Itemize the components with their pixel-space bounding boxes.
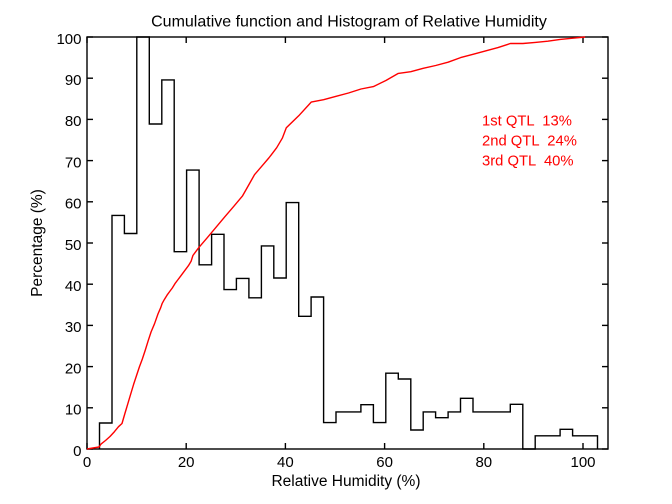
svg-text:60: 60 bbox=[65, 196, 82, 213]
svg-text:Percentage (%): Percentage (%) bbox=[29, 189, 46, 297]
svg-text:80: 80 bbox=[65, 113, 82, 130]
svg-text:20: 20 bbox=[178, 454, 195, 471]
svg-text:90: 90 bbox=[65, 72, 82, 89]
svg-text:2nd QTL 24%: 2nd QTL 24% bbox=[482, 134, 577, 150]
svg-text:60: 60 bbox=[376, 454, 393, 471]
svg-text:100: 100 bbox=[570, 454, 595, 471]
svg-text:Relative Humidity (%): Relative Humidity (%) bbox=[271, 473, 420, 490]
svg-text:50: 50 bbox=[65, 237, 82, 254]
svg-text:30: 30 bbox=[65, 319, 82, 336]
svg-text:3rd QTL 40%: 3rd QTL 40% bbox=[482, 154, 574, 170]
svg-text:Cumulative function and Histog: Cumulative function and Histogram of Rel… bbox=[151, 13, 547, 30]
svg-text:40: 40 bbox=[65, 278, 82, 295]
svg-text:0: 0 bbox=[83, 454, 91, 471]
svg-text:70: 70 bbox=[65, 154, 82, 171]
svg-text:40: 40 bbox=[277, 454, 294, 471]
svg-text:100: 100 bbox=[56, 31, 81, 48]
svg-text:20: 20 bbox=[65, 360, 82, 377]
svg-text:1st QTL 13%: 1st QTL 13% bbox=[482, 114, 572, 130]
svg-text:10: 10 bbox=[65, 402, 82, 419]
svg-text:0: 0 bbox=[73, 443, 81, 460]
svg-text:80: 80 bbox=[475, 454, 492, 471]
